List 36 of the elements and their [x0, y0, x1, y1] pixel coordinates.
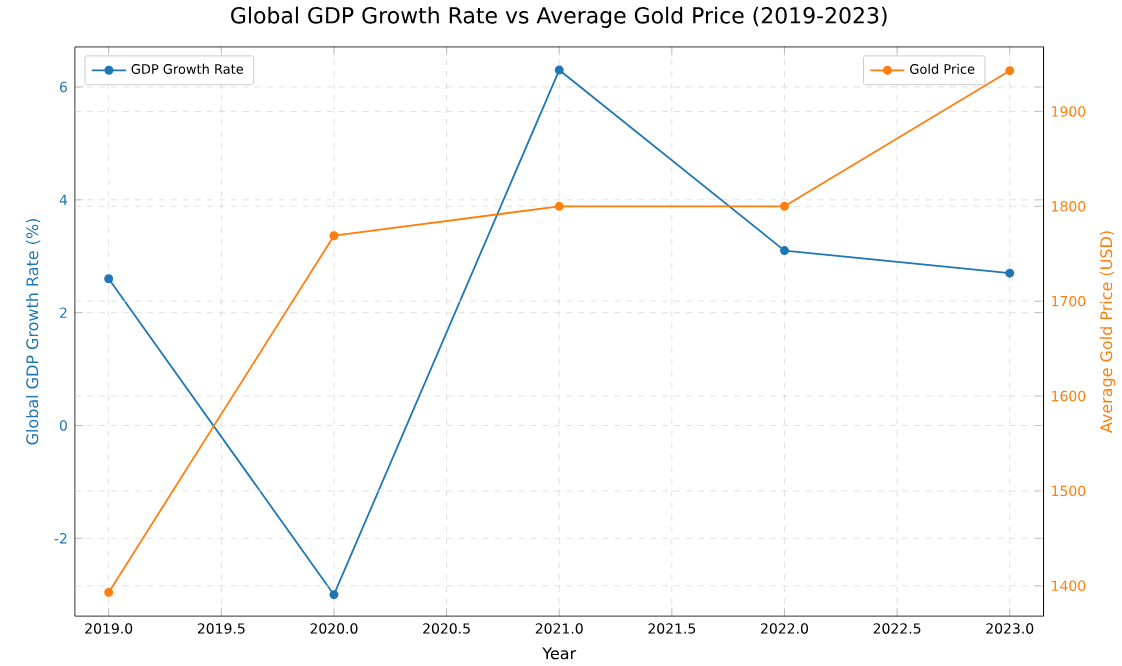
point [1005, 268, 1015, 278]
y2-tick-label: 1400 [1052, 580, 1086, 592]
x-tick-label: 2021.5 [648, 623, 696, 634]
x-tick-label: 2019.5 [197, 623, 245, 634]
point [1005, 66, 1015, 76]
point [779, 201, 789, 211]
y-tick-label: 6 [59, 81, 67, 93]
x-tick-label: 2020.0 [310, 623, 358, 634]
y-tick-label: 0 [59, 420, 67, 431]
point [554, 201, 564, 211]
y-tick-label: 4 [59, 194, 68, 205]
x-axis-title: Year [542, 647, 577, 660]
y2-tick-label: 1600 [1052, 390, 1086, 402]
x-tick-label: 2020.5 [423, 623, 470, 634]
y2-tick-label: 1900 [1052, 106, 1086, 117]
x-tick-label: 2021.0 [535, 623, 583, 634]
point [779, 246, 789, 256]
y-tick-label: 2 [59, 307, 67, 318]
y-axis-title: Global GDP Growth Rate (%) [25, 219, 41, 445]
x-tick-label: 2022.5 [873, 623, 921, 634]
chart-title: Global GDP Growth Rate vs Average Gold Price (2019-2023) [231, 6, 887, 28]
x-tick-label: 2019.0 [85, 623, 133, 634]
point [329, 231, 339, 241]
y2-tick-label: 1500 [1052, 485, 1086, 497]
point [329, 590, 339, 600]
y2-tick-label: 1800 [1052, 201, 1086, 212]
x-tick-label: 2023.0 [986, 623, 1034, 634]
legend-label: GDP Growth Rate [131, 63, 244, 74]
point [104, 587, 114, 597]
point [104, 274, 114, 284]
y2-axis-title: Average Gold Price (USD) [1099, 231, 1116, 433]
y2-tick-label: 1700 [1052, 295, 1086, 307]
y-tick-label: -2 [54, 533, 67, 544]
x-tick-label: 2022.0 [761, 623, 808, 634]
legend-label: Gold Price [910, 63, 975, 74]
point [554, 65, 564, 75]
